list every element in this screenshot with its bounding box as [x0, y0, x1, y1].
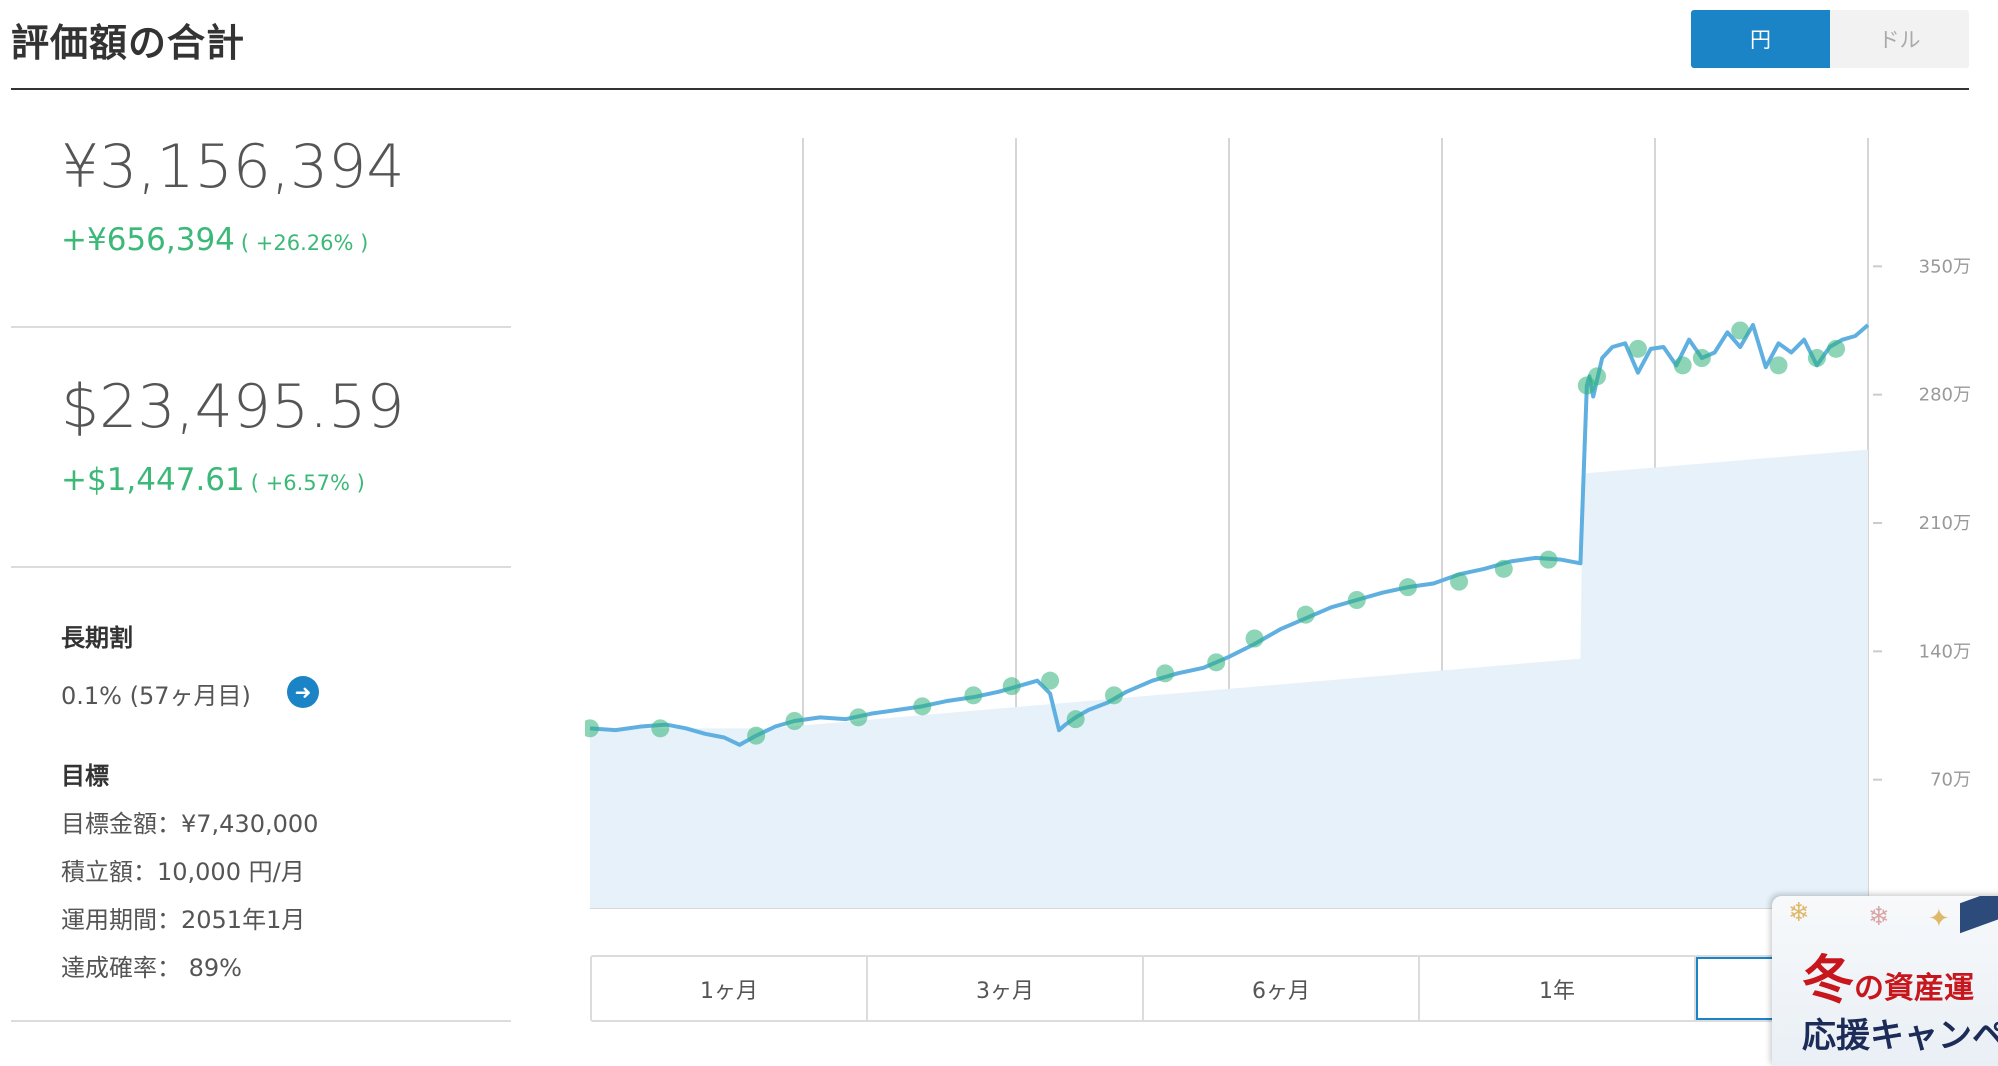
data-point: [1066, 710, 1085, 729]
data-point: [785, 712, 804, 730]
y-tick-label: 350万: [1919, 256, 1971, 277]
data-point: [1769, 356, 1788, 375]
usd-gain: +$1,447.61( +6.57% ): [61, 462, 365, 498]
data-point: [651, 719, 670, 738]
y-tick-label: 140万: [1919, 641, 1971, 662]
data-point: [1731, 321, 1750, 340]
data-point: [1245, 629, 1264, 648]
data-point: [1104, 686, 1123, 705]
currency-toggle: 円 ドル: [1691, 10, 1969, 68]
page-title: 評価額の合計: [11, 21, 246, 65]
range-tab-6-months[interactable]: 6ヶ月: [1144, 957, 1420, 1020]
divider: [11, 326, 511, 328]
data-point: [913, 697, 932, 716]
x-tick-label: '21/07/20: [1392, 916, 1492, 918]
data-point: [1041, 671, 1060, 690]
data-point: [1450, 572, 1469, 591]
data-point: [1296, 605, 1315, 624]
data-point: [585, 719, 599, 738]
currency-usd-button[interactable]: ドル: [1830, 10, 1969, 68]
x-tick-label: '20/10/03: [1179, 916, 1279, 918]
data-point: [1002, 677, 1021, 696]
range-tab-3-months[interactable]: 3ヶ月: [868, 957, 1144, 1020]
x-tick-label: 03/03: [773, 916, 834, 918]
data-point: [1673, 356, 1692, 375]
data-point: [1807, 349, 1826, 367]
divider: [11, 1020, 511, 1022]
data-point: [1207, 653, 1226, 672]
data-point: [1539, 550, 1558, 569]
usd-gain-percent: ( +6.57% ): [250, 471, 365, 495]
data-point: [849, 708, 868, 727]
goal-title: 目標: [61, 762, 109, 790]
data-point: [1347, 591, 1366, 609]
data-point: [1398, 578, 1417, 597]
data-point: [964, 686, 983, 705]
range-tab-1-year[interactable]: 1年: [1420, 957, 1696, 1020]
data-point: [1692, 349, 1711, 367]
divider: [11, 566, 511, 568]
usd-gain-amount: +$1,447.61: [61, 462, 245, 498]
x-tick-label: '19/12/18: [966, 916, 1066, 918]
y-tick-label: 280万: [1919, 385, 1971, 406]
data-point: [747, 726, 766, 745]
goal-period: 運用期間：2051年1月: [61, 906, 306, 934]
range-tab-1-month[interactable]: 1ヶ月: [592, 957, 868, 1020]
sparkle-icon: ✦: [1928, 904, 1950, 934]
data-point: [1494, 559, 1513, 578]
data-point: [1628, 339, 1647, 358]
goal-amount: 目標金額：¥7,430,000: [61, 810, 319, 838]
usd-total-amount: $23,495.59: [61, 372, 405, 442]
snowflake-icon: ❄: [1868, 902, 1890, 932]
y-tick-label: 210万: [1919, 513, 1971, 534]
snowflake-icon: ❄: [1788, 898, 1810, 928]
data-point: [1827, 339, 1846, 358]
x-tick-label: '22/05/06: [1605, 916, 1705, 918]
promo-banner[interactable]: ❄ ❄ ✦ 冬の資産運 応援キャンペ: [1772, 896, 1998, 1066]
data-point: [1588, 367, 1607, 386]
promo-subheadline: 応援キャンペ: [1802, 1016, 1998, 1056]
currency-yen-button[interactable]: 円: [1691, 10, 1830, 68]
y-tick-label: 70万: [1930, 770, 1971, 791]
principal-area: [590, 449, 1868, 908]
data-point: [1156, 664, 1175, 683]
jpy-total-amount: ¥3,156,394: [61, 132, 405, 202]
long-term-discount-arrow-icon[interactable]: ➜: [287, 676, 319, 708]
promo-ribbon-icon: [1960, 896, 1998, 934]
header-divider: [11, 88, 1969, 90]
long-term-discount-value: 0.1% (57ヶ月目): [61, 682, 251, 710]
valuation-chart: 03/03 '19/12/18 '20/10/03 '21/07/20 '22/05/0…: [585, 138, 1998, 918]
jpy-gain-percent: ( +26.26% ): [240, 231, 369, 255]
valuation-chart-svg: 03/03 '19/12/18 '20/10/03 '21/07/20 '22/05/0…: [585, 138, 1971, 918]
goal-probability: 達成確率： 89%: [61, 954, 242, 982]
goal-monthly-contribution: 積立額：10,000 円/月: [61, 858, 305, 886]
valuation-line: [589, 323, 1870, 747]
jpy-gain: +¥656,394( +26.26% ): [61, 222, 368, 258]
jpy-gain-amount: +¥656,394: [61, 222, 235, 258]
long-term-discount-title: 長期割: [61, 624, 133, 652]
promo-headline: 冬の資産運: [1802, 951, 1975, 1011]
